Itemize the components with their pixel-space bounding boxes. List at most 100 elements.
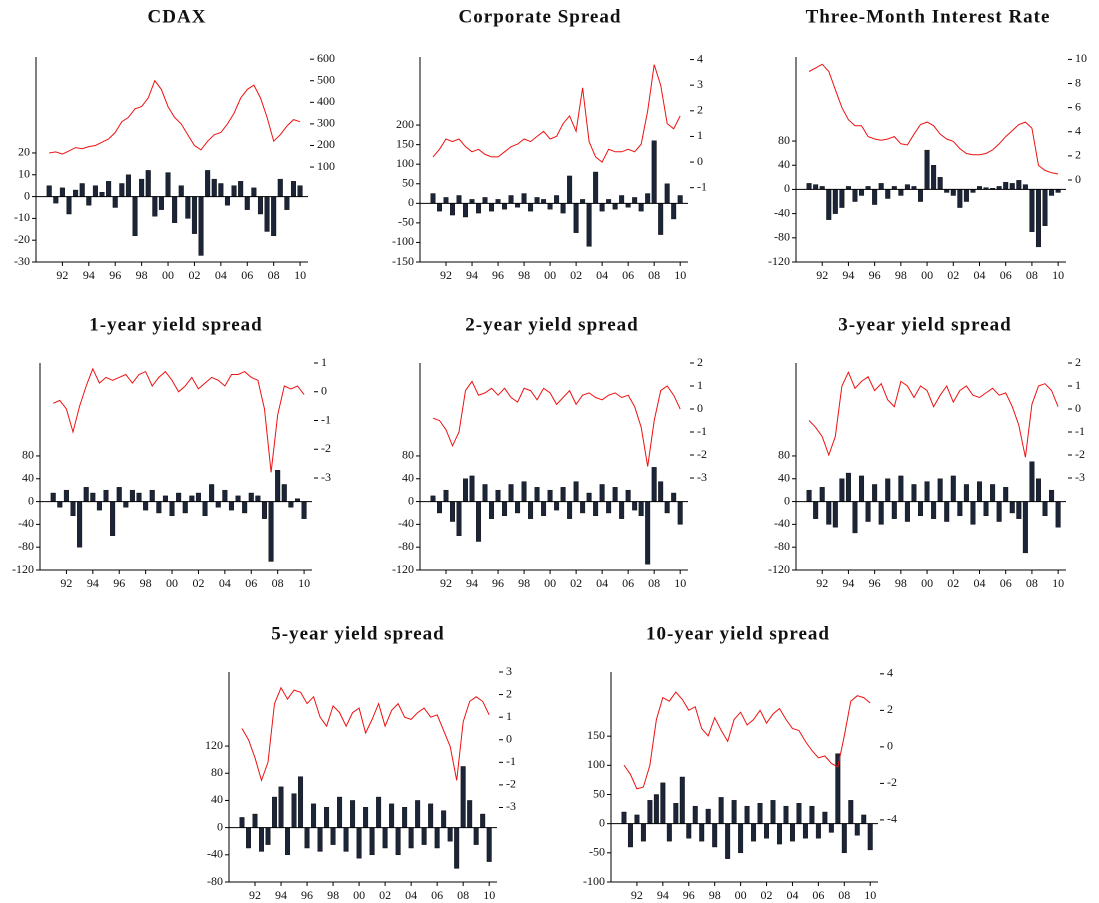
bar xyxy=(658,481,664,502)
bar xyxy=(828,823,834,833)
y2-tick-label: -3 xyxy=(697,470,707,484)
bar xyxy=(508,484,514,502)
y2-tick-label: 2 xyxy=(887,702,893,716)
x-tick-label: 04 xyxy=(596,268,608,282)
bar xyxy=(699,823,705,842)
x-tick-label: 92 xyxy=(60,576,72,590)
bar xyxy=(275,470,281,502)
bar xyxy=(259,827,265,852)
bar xyxy=(132,196,138,237)
bar xyxy=(854,823,860,836)
bar xyxy=(139,178,145,197)
bar xyxy=(692,805,698,824)
x-tick-label: 06 xyxy=(1000,576,1012,590)
bar xyxy=(434,827,440,849)
bar xyxy=(301,501,307,519)
line-series xyxy=(808,370,1059,458)
bar xyxy=(281,484,287,502)
bar xyxy=(298,776,304,828)
x-tick-label: 08 xyxy=(838,888,850,902)
bar xyxy=(573,203,579,233)
x-tick-label: 98 xyxy=(136,268,148,282)
bar xyxy=(251,187,257,197)
bar xyxy=(634,814,640,824)
y-tick-label: 100 xyxy=(587,757,605,771)
y-tick-label: 40 xyxy=(402,471,414,485)
bar xyxy=(106,181,112,197)
y-tick-label: -20 xyxy=(14,232,30,246)
y-tick-label: -100 xyxy=(392,234,414,248)
bar xyxy=(363,807,369,828)
bar xyxy=(248,492,254,502)
bar xyxy=(209,484,215,502)
bar xyxy=(560,487,566,502)
y-tick-label: -10 xyxy=(14,210,30,224)
chart-title: Three-Month Interest Rate xyxy=(806,6,1051,27)
bar xyxy=(110,501,116,536)
bar xyxy=(515,501,521,514)
y2-tick-label: 0 xyxy=(1075,401,1081,415)
y-tick-label: 80 xyxy=(22,448,34,462)
bar xyxy=(848,800,854,824)
x-tick-label: 92 xyxy=(631,888,643,902)
y-tick-label: 150 xyxy=(587,728,605,742)
x-tick-label: 04 xyxy=(405,888,417,902)
line-series xyxy=(432,64,681,163)
bar xyxy=(638,501,644,517)
y2-tick-label: -2 xyxy=(1075,447,1085,461)
bar xyxy=(489,501,495,519)
x-tick-label: 10 xyxy=(483,888,495,902)
x-tick-label: 92 xyxy=(440,268,452,282)
bar xyxy=(878,501,884,525)
bar xyxy=(859,189,865,196)
bar xyxy=(486,827,492,862)
bar xyxy=(278,786,284,828)
bar xyxy=(653,794,659,824)
bar xyxy=(586,203,592,247)
bar xyxy=(664,183,670,204)
bar xyxy=(528,501,534,519)
x-tick-label: 10 xyxy=(1052,576,1064,590)
bar xyxy=(819,487,825,502)
bar xyxy=(235,495,241,502)
y-tick-label: -40 xyxy=(774,205,790,219)
x-tick-label: 96 xyxy=(301,888,313,902)
x-tick-label: 98 xyxy=(895,576,907,590)
bar xyxy=(257,196,263,215)
x-tick-label: 10 xyxy=(864,888,876,902)
bar xyxy=(476,501,482,542)
x-tick-label: 02 xyxy=(947,576,959,590)
bar xyxy=(1029,189,1035,232)
bar xyxy=(185,196,191,219)
y2-tick-label: 1 xyxy=(1075,378,1081,392)
bar xyxy=(337,796,343,828)
bar xyxy=(777,823,782,845)
x-tick-label: 98 xyxy=(518,268,530,282)
bar xyxy=(125,174,131,197)
bar xyxy=(156,501,162,514)
bar xyxy=(664,501,670,514)
bar xyxy=(450,203,456,216)
bar xyxy=(255,495,261,502)
y2-tick-label: -2 xyxy=(887,775,897,789)
bar xyxy=(261,501,267,519)
bar xyxy=(660,782,666,824)
bar xyxy=(376,796,382,828)
bar xyxy=(252,813,258,828)
x-tick-label: 00 xyxy=(921,268,933,282)
x-tick-label: 06 xyxy=(245,576,257,590)
y-tick-label: 80 xyxy=(402,448,414,462)
bar xyxy=(145,170,151,197)
bar xyxy=(162,495,168,502)
bar xyxy=(783,805,789,824)
bar xyxy=(677,195,683,204)
bar xyxy=(898,189,904,196)
bar xyxy=(931,501,937,519)
x-tick-label: 10 xyxy=(1052,268,1064,282)
bar xyxy=(218,183,224,197)
bar xyxy=(718,797,724,824)
x-tick-label: 06 xyxy=(431,888,443,902)
bar xyxy=(885,189,891,199)
y-tick-label: 150 xyxy=(396,136,414,150)
bar xyxy=(92,185,98,197)
